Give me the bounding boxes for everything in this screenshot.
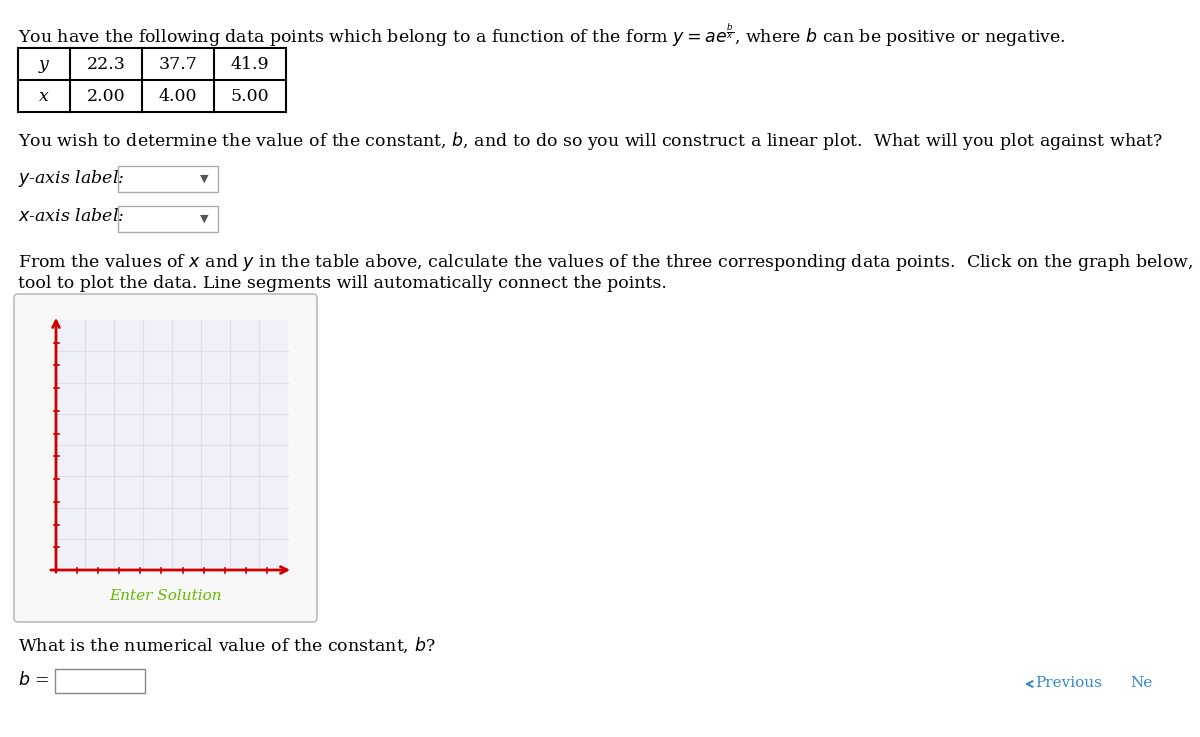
Text: $x$-axis label:: $x$-axis label: <box>18 208 125 225</box>
Text: You have the following data points which belong to a function of the form $y = a: You have the following data points which… <box>18 22 1066 49</box>
Text: 41.9: 41.9 <box>230 55 269 72</box>
Text: 22.3: 22.3 <box>86 55 126 72</box>
Text: 4.00: 4.00 <box>158 88 197 105</box>
Text: Previous: Previous <box>1034 676 1102 690</box>
Bar <box>56 320 288 570</box>
Text: y: y <box>40 55 49 72</box>
Text: tool to plot the data. Line segments will automatically connect the points.: tool to plot the data. Line segments wil… <box>18 275 667 292</box>
Text: What is the numerical value of the constant, $b$?: What is the numerical value of the const… <box>18 636 436 655</box>
Text: $y$-axis label:: $y$-axis label: <box>18 168 125 189</box>
FancyBboxPatch shape <box>14 294 317 622</box>
Text: 2.00: 2.00 <box>86 88 125 105</box>
Text: Ne: Ne <box>1130 676 1152 690</box>
Text: Enter Solution: Enter Solution <box>109 589 222 603</box>
Text: From the values of $x$ and $y$ in the table above, calculate the values of the t: From the values of $x$ and $y$ in the ta… <box>18 252 1200 273</box>
Bar <box>18 48 286 112</box>
Text: ▼: ▼ <box>199 214 209 224</box>
Text: You wish to determine the value of the constant, $b$, and to do so you will cons: You wish to determine the value of the c… <box>18 130 1163 152</box>
Bar <box>55 669 145 693</box>
Text: 37.7: 37.7 <box>158 55 198 72</box>
Text: ▼: ▼ <box>199 174 209 184</box>
FancyBboxPatch shape <box>118 206 218 232</box>
Text: 5.00: 5.00 <box>230 88 269 105</box>
Text: $b$ =: $b$ = <box>18 671 49 689</box>
Text: x: x <box>40 88 49 105</box>
FancyBboxPatch shape <box>118 166 218 192</box>
